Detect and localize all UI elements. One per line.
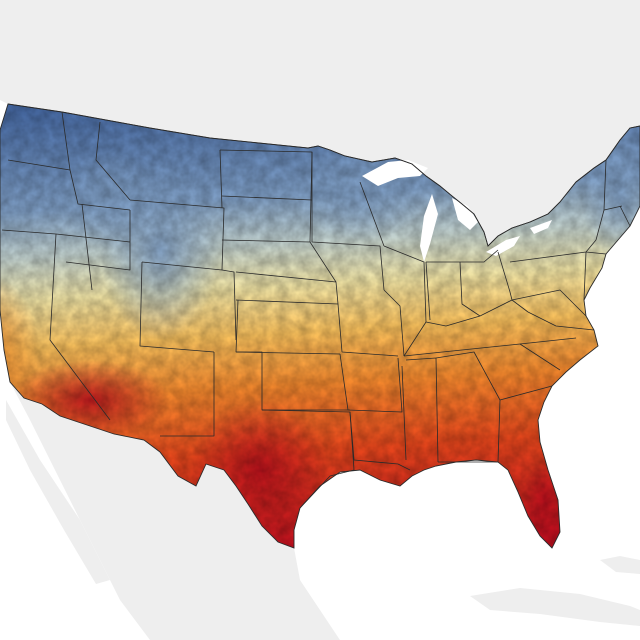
state-borders [1,103,640,509]
ontario-land [474,206,548,246]
great-lakes [362,160,552,262]
